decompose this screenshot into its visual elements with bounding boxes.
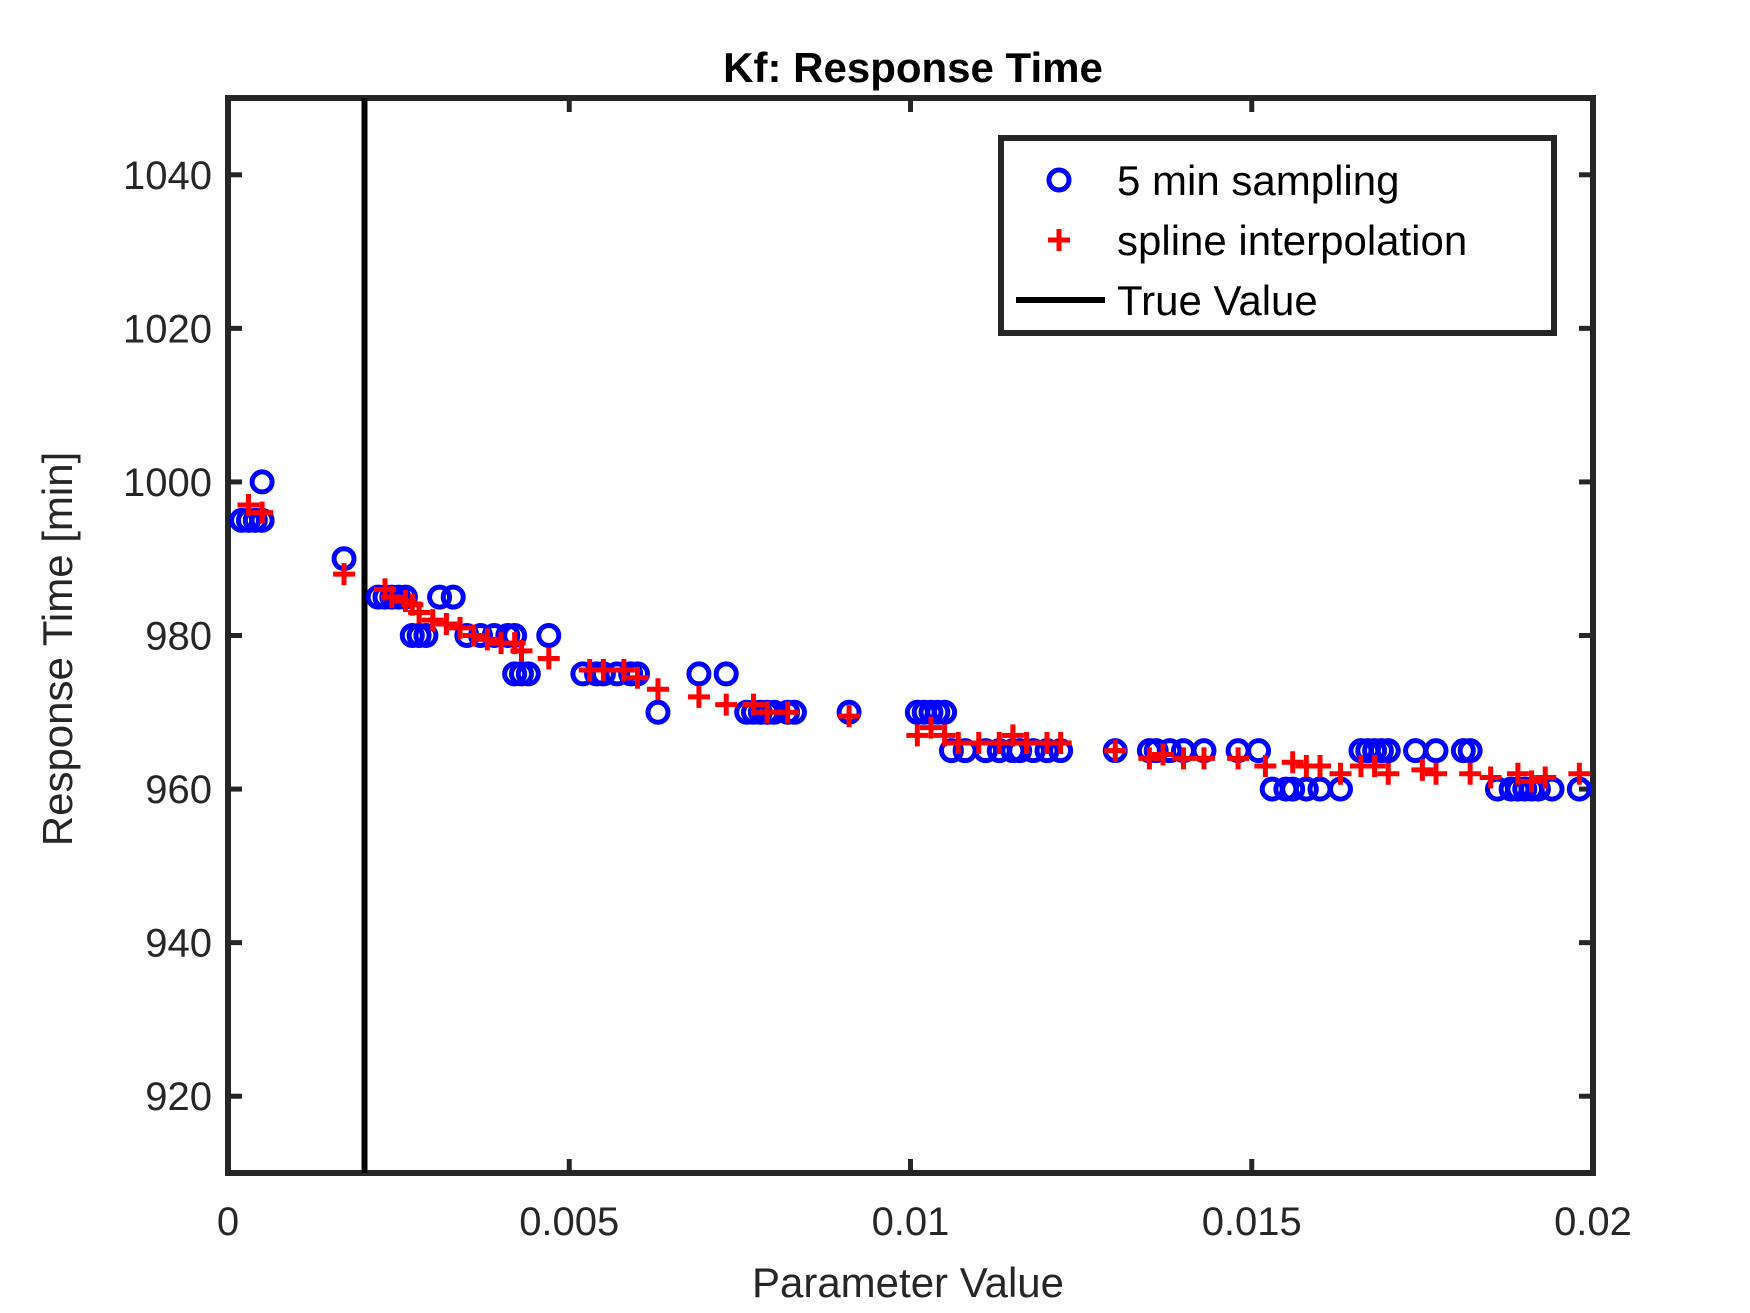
legend-marker-spline xyxy=(1048,229,1070,251)
spline-point xyxy=(251,501,274,524)
spline-point xyxy=(435,612,458,635)
x-axis-label: Parameter Value xyxy=(752,1259,1064,1306)
spline-point xyxy=(715,693,738,716)
spline-point xyxy=(537,647,560,670)
spline-point xyxy=(1192,747,1215,770)
legend: 5 min sampling spline interpolation True V… xyxy=(998,135,1557,336)
spline-point xyxy=(462,624,485,647)
spline-point xyxy=(1254,755,1277,778)
sampling-point xyxy=(515,661,541,687)
spline-point xyxy=(1459,762,1482,785)
sampling-point xyxy=(713,661,739,687)
spline-point xyxy=(1534,766,1557,789)
spline-point xyxy=(1520,770,1543,793)
series-sampling xyxy=(229,469,1592,802)
spline-point xyxy=(1363,755,1386,778)
y-tick-label: 920 xyxy=(145,1075,212,1119)
sampling-point xyxy=(686,661,712,687)
legend-entry-label: spline interpolation xyxy=(1117,217,1467,264)
sampling-point xyxy=(1280,776,1306,802)
spline-point xyxy=(510,639,533,662)
spline-point xyxy=(1411,758,1434,781)
y-axis-label: Response Time [min] xyxy=(34,452,81,847)
spline-point xyxy=(1377,762,1400,785)
spline-point xyxy=(776,701,799,724)
sampling-point xyxy=(1246,738,1272,764)
spline-point xyxy=(947,732,970,754)
x-tick-label: 0.015 xyxy=(1202,1200,1302,1244)
spline-point xyxy=(1309,755,1331,778)
spline-point xyxy=(380,586,403,609)
spline-point xyxy=(1104,739,1127,762)
spline-point xyxy=(592,659,615,682)
spline-point xyxy=(1329,762,1352,785)
sampling-point xyxy=(645,699,671,725)
y-tick-label: 980 xyxy=(145,615,212,659)
spline-point xyxy=(967,732,990,754)
spline-point xyxy=(612,659,635,682)
spline-point xyxy=(1049,732,1072,754)
spline-point xyxy=(1479,766,1502,789)
sampling-point xyxy=(1157,738,1183,764)
spline-point xyxy=(1015,732,1038,754)
spline-point xyxy=(1172,747,1195,770)
spline-point xyxy=(1138,747,1161,770)
spline-point xyxy=(1506,762,1529,785)
spline-point xyxy=(646,678,669,701)
sampling-point xyxy=(1423,738,1449,764)
sampling-point xyxy=(932,699,958,725)
sampling-point xyxy=(413,623,439,648)
spline-point xyxy=(1152,743,1175,766)
spline-point xyxy=(1425,762,1448,785)
sampling-point xyxy=(440,584,466,610)
spline-point xyxy=(1227,747,1250,770)
x-tick-label: 0.005 xyxy=(519,1200,619,1244)
y-tick-label: 1000 xyxy=(123,461,212,505)
x-tick-label: 0.01 xyxy=(872,1200,950,1244)
spline-point xyxy=(906,724,929,747)
chart-title: Kf: Response Time xyxy=(723,44,1103,91)
spline-point xyxy=(933,724,956,747)
legend-entry-label: True Value xyxy=(1117,277,1318,324)
spline-point xyxy=(1568,762,1591,785)
spline-point xyxy=(919,716,942,739)
spline-point xyxy=(333,563,356,586)
spline-point xyxy=(756,701,779,724)
sampling-point xyxy=(536,623,562,648)
plot-area: 0 0.005 0.01 0.015 0.02 920 940 960 980 1000 1020 1… xyxy=(123,95,1632,1244)
legend-entry-label: 5 min sampling xyxy=(1117,157,1399,204)
y-tick-label: 940 xyxy=(145,922,212,966)
sampling-point xyxy=(1375,738,1401,764)
spline-point xyxy=(626,666,649,689)
series-spline xyxy=(237,493,1591,793)
legend-marker-sampling xyxy=(1046,167,1072,193)
y-tick-label: 960 xyxy=(145,768,212,812)
spline-point xyxy=(421,609,444,632)
spline-point xyxy=(838,705,861,728)
spline-point xyxy=(988,732,1011,754)
sampling-point xyxy=(1457,738,1483,764)
x-tick-label: 0 xyxy=(217,1200,239,1244)
sampling-point xyxy=(1293,776,1319,802)
sampling-point xyxy=(427,584,453,610)
spline-point xyxy=(742,693,765,716)
spline-point xyxy=(237,493,260,516)
spline-point xyxy=(408,601,431,624)
y-tick-label: 1020 xyxy=(123,307,212,351)
spline-point xyxy=(687,685,710,708)
x-tick-label: 0.02 xyxy=(1554,1200,1632,1244)
spline-point xyxy=(1281,751,1304,774)
spline-point xyxy=(1001,724,1024,747)
sampling-point xyxy=(249,469,275,495)
spline-point xyxy=(449,616,472,639)
spline-point xyxy=(476,628,499,651)
y-tick-label: 1040 xyxy=(123,154,212,198)
